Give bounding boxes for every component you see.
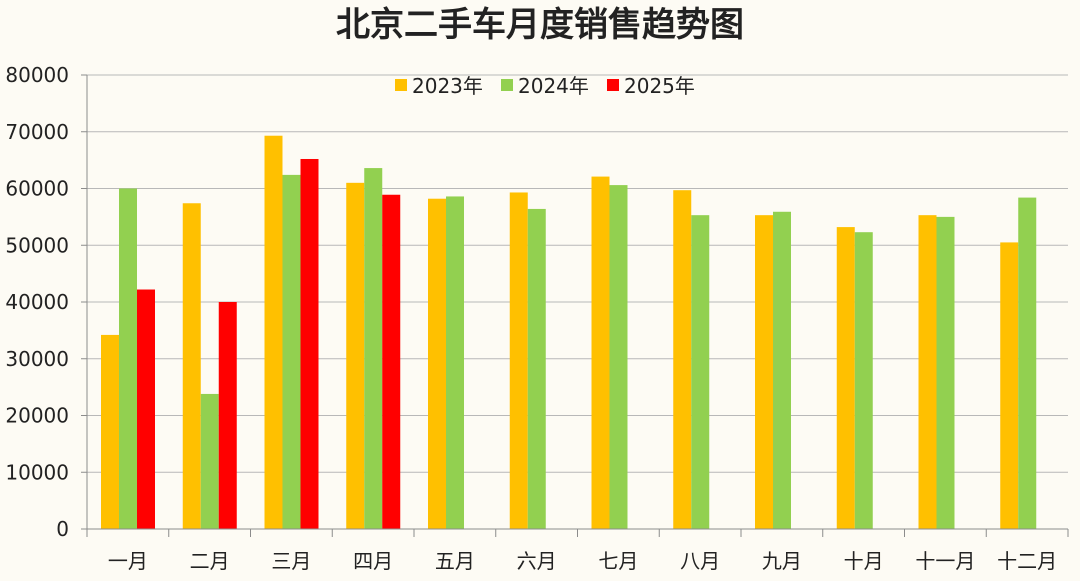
bar-2023年-八月 (673, 190, 692, 529)
bar-2024年-六月 (527, 208, 546, 529)
legend-swatch (395, 79, 407, 91)
bar-2024年-五月 (446, 196, 464, 529)
x-tick-label: 四月 (353, 549, 393, 573)
y-tick-label: 40000 (5, 290, 69, 314)
bar-2024年-四月 (364, 168, 383, 529)
legend-label: 2024年 (518, 74, 589, 98)
bar-2023年-七月 (591, 176, 610, 529)
bar-2024年-七月 (609, 185, 628, 529)
x-tick-label: 三月 (271, 549, 311, 573)
bar-2023年-二月 (182, 203, 201, 529)
chart-title: 北京二手车月度销售趋势图 (336, 5, 744, 45)
bar-2024年-九月 (773, 211, 791, 529)
x-tick-label: 二月 (190, 549, 230, 573)
legend: 2023年 2024年 2025年 (395, 74, 695, 98)
gridlines (87, 74, 1068, 473)
bar-2023年-五月 (428, 198, 446, 529)
x-tick-label: 一月 (108, 549, 148, 573)
x-tick-label: 十月 (844, 549, 884, 573)
bar-2024年-八月 (691, 215, 710, 530)
bar-2023年-十月 (836, 227, 855, 529)
bar-2025年-三月 (300, 158, 319, 530)
bars (101, 135, 1037, 530)
bar-2023年-十一月 (918, 215, 937, 530)
bar-2023年-六月 (509, 192, 528, 529)
x-axis-ticks: 一月 二月 三月 四月 五月 六月 七月 八月 九月 十月 十一月 十二月 (108, 549, 1057, 573)
x-tick-label: 六月 (517, 549, 557, 573)
y-tick-label: 0 (56, 517, 69, 541)
y-tick-label: 50000 (5, 233, 69, 257)
x-tick-label: 十二月 (997, 549, 1057, 573)
x-tick-label: 十一月 (915, 549, 975, 573)
x-tick-label: 八月 (680, 549, 720, 573)
bar-2024年-十月 (854, 232, 873, 529)
y-axis-ticks: 0 10000 20000 30000 40000 50000 60000 70000 8000… (5, 63, 69, 541)
y-tick-label: 20000 (5, 404, 69, 428)
y-tick-label: 60000 (5, 177, 69, 201)
bar-2024年-一月 (119, 188, 137, 529)
bar-2024年-十二月 (1018, 197, 1037, 529)
legend-swatch (501, 79, 513, 91)
bar-2023年-一月 (101, 334, 119, 529)
y-tick-label: 10000 (5, 460, 69, 484)
y-tick-label: 70000 (5, 120, 69, 144)
bar-2024年-十一月 (936, 216, 955, 529)
x-tick-label: 七月 (598, 549, 638, 573)
axes (81, 74, 1069, 537)
bar-2024年-三月 (282, 174, 301, 529)
bar-2025年-四月 (382, 194, 401, 529)
x-tick-label: 九月 (762, 549, 802, 573)
bar-2025年-二月 (218, 302, 237, 529)
y-tick-label: 30000 (5, 347, 69, 371)
bar-2023年-四月 (346, 182, 365, 529)
bar-2023年-十二月 (1000, 242, 1019, 529)
y-tick-label: 80000 (5, 63, 69, 87)
x-tick-label: 五月 (435, 549, 475, 573)
bar-2023年-三月 (264, 135, 283, 529)
legend-swatch (607, 79, 619, 91)
bar-2024年-二月 (200, 393, 219, 529)
legend-label: 2025年 (624, 74, 695, 98)
legend-label: 2023年 (412, 74, 483, 98)
bar-2023年-九月 (755, 215, 773, 530)
bar-2025年-一月 (137, 289, 155, 529)
